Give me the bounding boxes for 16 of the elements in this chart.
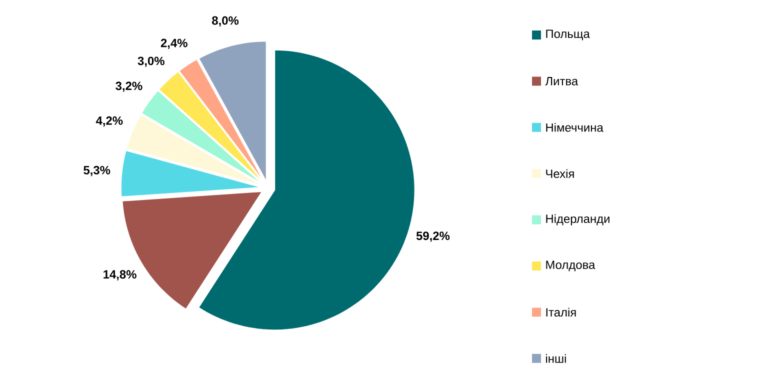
legend-label: Литва	[545, 77, 578, 86]
data-label: 59,2%	[416, 232, 450, 242]
legend-label: Польща	[546, 30, 590, 40]
data-label: 3,0%	[138, 56, 164, 67]
data-label: 2,4%	[160, 38, 188, 49]
legend-label: Чехія	[546, 169, 574, 178]
legend-label: Нідерланди	[546, 214, 610, 226]
legend-label: Італія	[546, 308, 576, 317]
legend-label: інші	[546, 354, 566, 363]
data-label: 14,8%	[104, 270, 136, 280]
legend-label: Німеччина	[546, 123, 604, 132]
data-label: 8,0%	[212, 16, 239, 26]
data-label: 4,2%	[96, 116, 123, 127]
data-label: 5,3%	[84, 166, 110, 176]
legend-label: Молдова	[546, 260, 596, 272]
data-label: 3,2%	[116, 82, 142, 92]
